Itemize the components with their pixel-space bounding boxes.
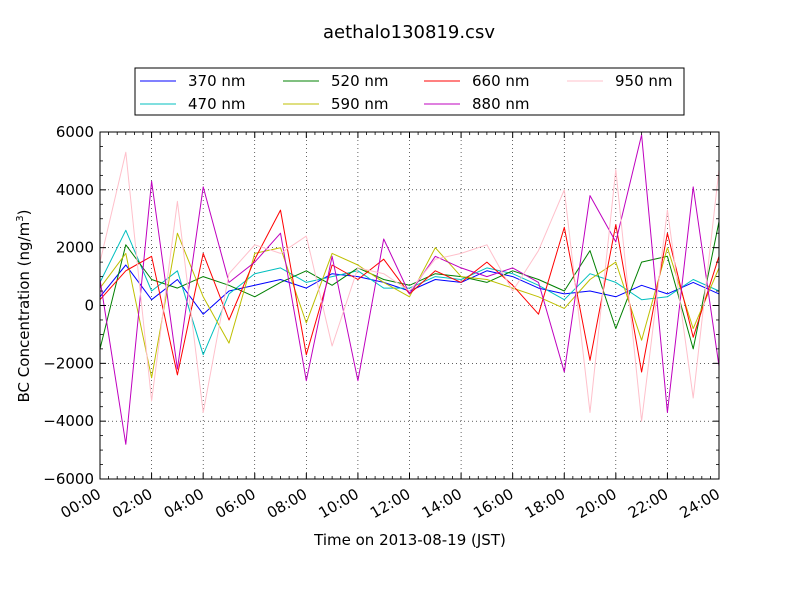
- y-axis-label-main: BC Concentration (ng/m: [15, 222, 33, 403]
- series-line-880-nm: [99, 134, 720, 445]
- legend-label: 370 nm: [188, 72, 246, 90]
- legend-label: 660 nm: [472, 72, 530, 90]
- y-tick-label: −2000: [43, 354, 94, 372]
- y-tick-label: −4000: [43, 412, 94, 430]
- axis-ticks: [99, 131, 720, 480]
- y-axis-label-end: ): [15, 210, 33, 216]
- y-tick-label: 2000: [56, 239, 94, 257]
- series-line-590-nm: [99, 232, 720, 379]
- series-lines: [99, 134, 720, 445]
- y-tick-label: −6000: [43, 470, 94, 488]
- y-tick-label: 4000: [56, 181, 94, 199]
- legend: 370 nm 470 nm 520 nm 590 nm 660 nm 880 nm 950 …: [134, 67, 685, 116]
- legend-label: 470 nm: [188, 95, 246, 113]
- y-tick-label: 6000: [56, 123, 94, 141]
- y-axis-label: BC Concentration (ng/m3): [15, 210, 33, 403]
- y-tick-label: 0: [84, 297, 94, 315]
- plot-area: [99, 131, 720, 480]
- y-axis-label-superscript: 3: [15, 215, 26, 221]
- legend-label: 590 nm: [331, 95, 389, 113]
- legend-label: 950 nm: [615, 72, 673, 90]
- chart-title: aethalo130819.csv: [323, 22, 495, 43]
- series-line-520-nm: [99, 221, 720, 350]
- x-axis-label: Time on 2013-08-19 (JST): [313, 531, 506, 549]
- legend-label: 880 nm: [472, 95, 530, 113]
- y-tick-labels: −6000 −4000 −2000 0 2000 4000 6000: [43, 123, 94, 488]
- legend-box: [134, 67, 685, 116]
- legend-label: 520 nm: [331, 72, 389, 90]
- series-line-470-nm: [99, 229, 720, 356]
- series-line-950-nm: [99, 151, 720, 422]
